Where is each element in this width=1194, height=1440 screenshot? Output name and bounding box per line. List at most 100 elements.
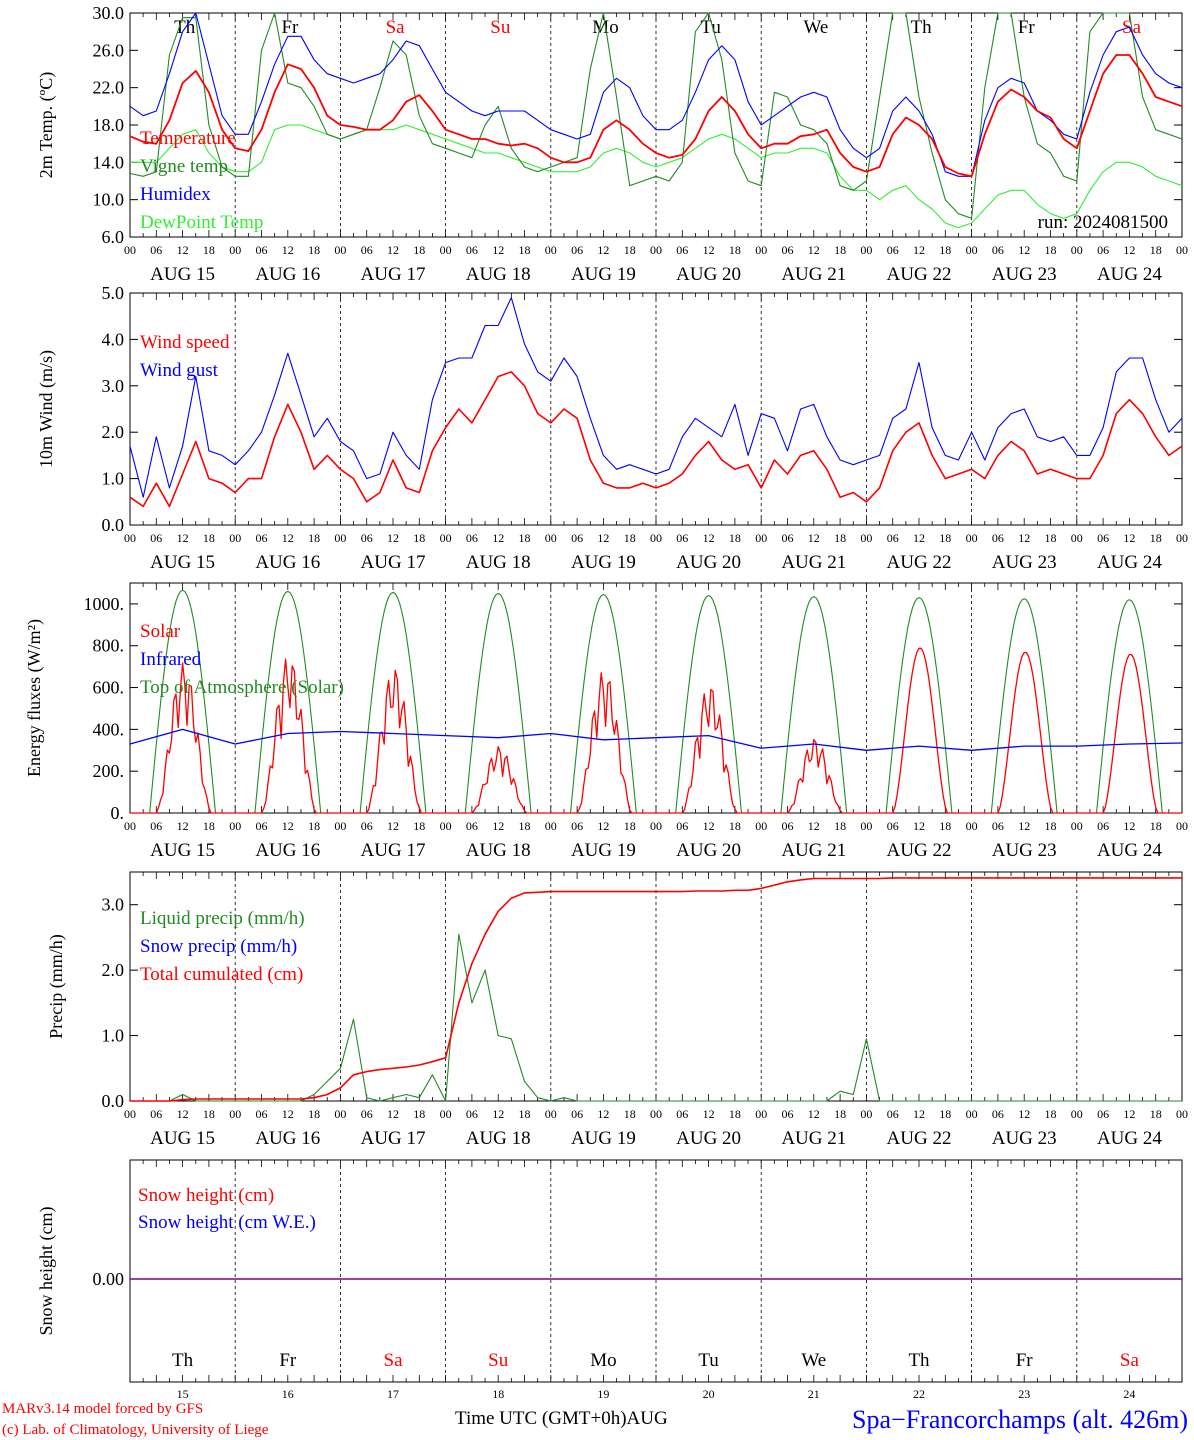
hour-tick-label: 18 xyxy=(624,1107,636,1121)
hour-tick-label: 12 xyxy=(492,531,504,545)
hour-tick-label: 18 xyxy=(729,243,741,257)
hour-tick-label: 12 xyxy=(177,531,189,545)
hour-tick-label: 00 xyxy=(124,531,136,545)
hour-tick-label: 18 xyxy=(939,243,951,257)
hour-tick-label: 06 xyxy=(782,243,794,257)
hour-tick-label: 06 xyxy=(571,819,583,833)
hour-tick-label: 18 xyxy=(1150,243,1162,257)
y-tick-label: 600. xyxy=(93,678,125,698)
weekday-label: Fr xyxy=(1018,17,1036,38)
hour-tick-label: 00 xyxy=(966,531,978,545)
hour-tick-label: 06 xyxy=(887,819,899,833)
hour-tick-label: 06 xyxy=(1097,1107,1109,1121)
series-line-total-cumulated xyxy=(130,877,1182,1102)
hour-tick-label: 12 xyxy=(703,819,715,833)
hour-tick-label: 00 xyxy=(545,819,557,833)
hour-tick-label: 00 xyxy=(124,243,136,257)
series-line-infrared xyxy=(129,728,1183,751)
hour-tick-label: 06 xyxy=(466,531,478,545)
hour-tick-label: 12 xyxy=(1018,531,1030,545)
hour-tick-label: 12 xyxy=(1018,819,1030,833)
weekday-label: Sa xyxy=(1120,1350,1140,1371)
y-axis-label: Snow height (cm) xyxy=(36,1207,57,1336)
hour-tick-label: 18 xyxy=(939,819,951,833)
y-tick-label: 30.0 xyxy=(93,3,125,23)
panel-2: 00 06 12 18 00 06 12 18 00 06 12 18 00 06 12 18 00 06 12 18… xyxy=(36,283,1188,573)
day-number-label: 22 xyxy=(913,1387,925,1401)
day-number-label: 16 xyxy=(282,1387,294,1401)
hour-tick-label: 18 xyxy=(624,531,636,545)
y-tick-label: 200. xyxy=(93,761,125,781)
hour-tick-label: 18 xyxy=(1045,1107,1057,1121)
hour-tick-label: 06 xyxy=(676,1107,688,1121)
y-tick-label: 2.0 xyxy=(102,960,125,980)
y-axis-label: 2m Temp. (ºC) xyxy=(36,72,57,178)
hour-tick-label: 18 xyxy=(834,1107,846,1121)
hour-tick-label: 12 xyxy=(492,1107,504,1121)
hour-tick-label: 12 xyxy=(492,243,504,257)
hour-tick-label: 06 xyxy=(992,243,1004,257)
hour-tick-label: 12 xyxy=(282,531,294,545)
hour-tick-label: 12 xyxy=(282,819,294,833)
hour-tick-label: 00 xyxy=(440,243,452,257)
day-number-label: 17 xyxy=(387,1387,399,1401)
weekday-label: Tu xyxy=(700,17,721,38)
legend-wind-gust: Wind gust xyxy=(140,360,219,381)
y-tick-label: 1.0 xyxy=(102,469,125,489)
hour-tick-label: 18 xyxy=(939,1107,951,1121)
legend-wind-speed: Wind speed xyxy=(140,332,230,353)
hour-tick-label: 18 xyxy=(1150,531,1162,545)
date-label: AUG 24 xyxy=(1097,552,1162,573)
hour-tick-label: 18 xyxy=(519,1107,531,1121)
hour-tick-label: 00 xyxy=(860,1107,872,1121)
hour-tick-label: 06 xyxy=(1097,531,1109,545)
y-tick-label: 0. xyxy=(111,803,125,823)
hour-tick-label: 00 xyxy=(650,531,662,545)
hour-tick-label: 00 xyxy=(334,1107,346,1121)
weekday-label: Tu xyxy=(698,1350,719,1371)
date-label: AUG 23 xyxy=(992,264,1057,285)
hour-tick-label: 00 xyxy=(650,819,662,833)
hour-tick-label: 00 xyxy=(545,1107,557,1121)
hour-tick-label: 06 xyxy=(992,531,1004,545)
hour-tick-label: 00 xyxy=(229,243,241,257)
date-label: AUG 16 xyxy=(255,264,320,285)
y-tick-label: 3.0 xyxy=(102,376,125,396)
date-label: AUG 18 xyxy=(466,264,531,285)
hour-tick-label: 18 xyxy=(519,819,531,833)
date-label: AUG 15 xyxy=(150,840,215,861)
hour-tick-label: 06 xyxy=(571,1107,583,1121)
hour-tick-label: 12 xyxy=(703,243,715,257)
date-label: AUG 15 xyxy=(150,552,215,573)
day-number-label: 20 xyxy=(703,1387,715,1401)
date-label: AUG 17 xyxy=(361,840,426,861)
hour-tick-label: 18 xyxy=(413,531,425,545)
hour-tick-label: 12 xyxy=(597,1107,609,1121)
series-line-humidex xyxy=(129,12,1183,177)
date-label: AUG 21 xyxy=(781,1128,846,1149)
hour-tick-label: 00 xyxy=(440,1107,452,1121)
hour-tick-label: 18 xyxy=(203,243,215,257)
date-label: AUG 20 xyxy=(676,552,741,573)
panel-1: 00 06 12 18 00 06 12 18 00 06 12 18 00 06 12 18 00 06 12 18… xyxy=(36,3,1188,285)
hour-tick-label: 00 xyxy=(755,243,767,257)
date-label: AUG 20 xyxy=(676,1128,741,1149)
weekday-label: Sa xyxy=(386,17,406,38)
hour-tick-label: 18 xyxy=(624,243,636,257)
date-label: AUG 23 xyxy=(992,552,1057,573)
hour-tick-label: 06 xyxy=(887,1107,899,1121)
hour-tick-label: 06 xyxy=(887,531,899,545)
hour-tick-label: 12 xyxy=(1123,819,1135,833)
weekday-label: Fr xyxy=(1016,1350,1034,1371)
hour-tick-label: 00 xyxy=(1176,531,1188,545)
hour-tick-label: 00 xyxy=(229,819,241,833)
date-label: AUG 15 xyxy=(150,1128,215,1149)
hour-tick-label: 18 xyxy=(1150,819,1162,833)
hour-tick-label: 12 xyxy=(913,531,925,545)
legend-snow-height-cm: Snow height (cm) xyxy=(138,1185,274,1206)
hour-tick-label: 06 xyxy=(150,1107,162,1121)
hour-tick-label: 00 xyxy=(860,531,872,545)
weekday-label: Fr xyxy=(279,1350,297,1371)
hour-tick-label: 18 xyxy=(413,243,425,257)
